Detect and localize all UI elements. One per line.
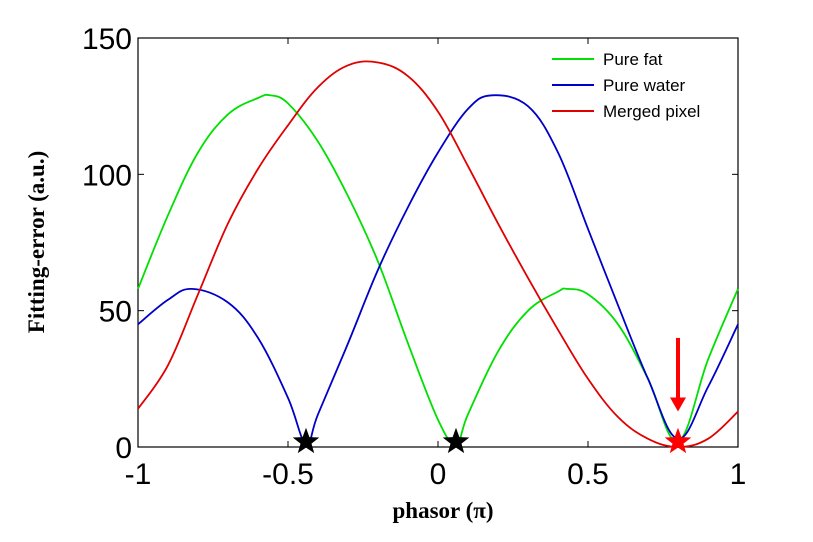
legend-label-1: Pure fat <box>603 50 663 69</box>
x-tick-label: 0.5 <box>567 458 609 491</box>
y-tick-label: 50 <box>99 296 132 329</box>
marker-layer <box>292 337 692 454</box>
legend: Pure fat Pure water Merged pixel <box>552 50 700 121</box>
x-tick-label: -0.5 <box>262 458 314 491</box>
x-tick-labels: -1 -0.5 0 0.5 1 <box>125 458 747 491</box>
x-tick-label: -1 <box>125 458 152 491</box>
star-marker-1 <box>292 427 320 454</box>
arrow-head <box>670 397 686 412</box>
x-axis-title: phasor (π) <box>393 498 494 523</box>
series-layer <box>137 60 739 448</box>
star-marker-2 <box>442 427 470 454</box>
series-line-3 <box>137 60 739 448</box>
x-tick-label: 1 <box>730 458 747 491</box>
y-tick-label: 0 <box>115 432 132 465</box>
x-tick-label: 0 <box>430 458 447 491</box>
legend-label-2: Pure water <box>603 76 686 95</box>
y-tick-label: 100 <box>82 159 132 192</box>
y-tick-labels: 0 50 100 150 <box>82 23 132 465</box>
plot-frame <box>137 37 739 448</box>
y-axis-title: Fitting-error (a.u.) <box>24 151 49 333</box>
star-marker-3 <box>664 427 692 454</box>
y-tick-label: 150 <box>82 23 132 56</box>
series-line-2 <box>137 94 739 446</box>
plot-area <box>137 37 739 454</box>
legend-label-3: Merged pixel <box>603 102 700 121</box>
series-line-1 <box>137 93 739 446</box>
axis-ticks <box>137 37 739 448</box>
